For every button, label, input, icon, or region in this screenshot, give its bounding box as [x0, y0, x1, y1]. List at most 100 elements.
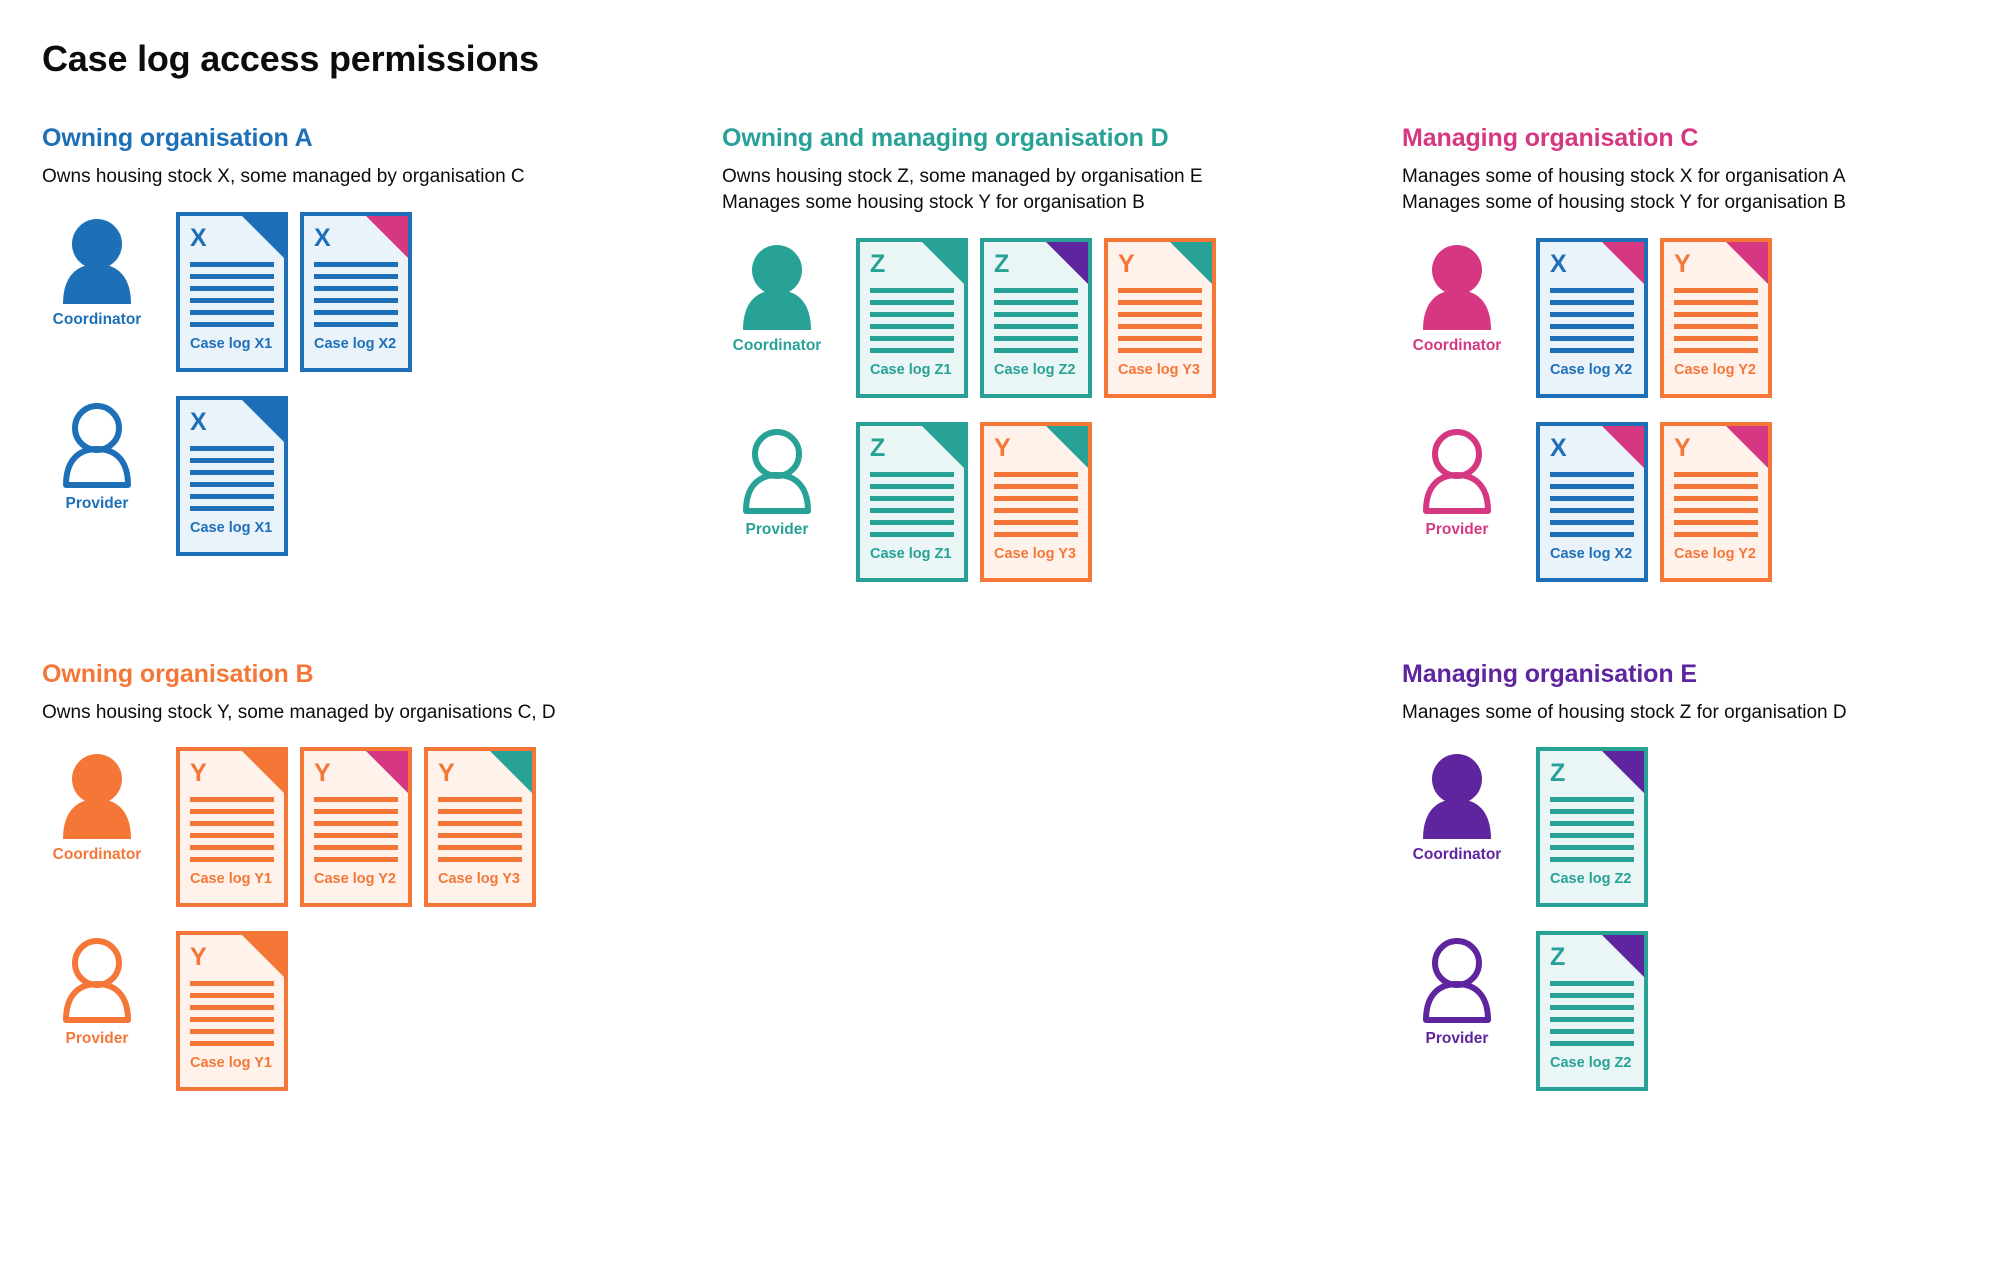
case-log-card[interactable]: Z Case log Z2 [1536, 931, 1648, 1092]
doc-line [1674, 495, 1758, 501]
doc-stock-letter: X [1550, 433, 1567, 462]
doc-line [1550, 981, 1634, 987]
doc-fold-icon [1726, 241, 1768, 284]
doc-line [190, 1041, 274, 1047]
case-log-card[interactable]: X Case log X2 [1536, 421, 1648, 582]
doc-line [1118, 299, 1202, 305]
case-log-card[interactable]: Y Case log Y1 [176, 931, 288, 1092]
doc-label: Case log Y3 [438, 871, 520, 888]
doc-line [190, 833, 274, 839]
doc-line [994, 483, 1078, 489]
doc-line [190, 993, 274, 999]
case-log-list: Z Case log Z1 Z Case log Z2 Y Case log Y3 [856, 237, 1216, 398]
doc-lines [1550, 797, 1634, 863]
doc-fold-icon [922, 241, 964, 284]
doc-line [438, 857, 522, 863]
doc-line [438, 797, 522, 803]
org-desc-line: Owns housing stock Y, some managed by or… [42, 701, 556, 723]
case-log-card[interactable]: Y Case log Y2 [300, 747, 412, 908]
case-log-card[interactable]: X Case log X2 [300, 211, 412, 372]
doc-line [314, 273, 398, 279]
doc-line [314, 833, 398, 839]
doc-line [438, 845, 522, 851]
org-desc-line: Manages some of housing stock X for orga… [1402, 166, 1846, 187]
case-log-list: X Case log X1 [176, 395, 288, 556]
doc-line [314, 857, 398, 863]
doc-lines [1674, 287, 1758, 353]
case-log-list: X Case log X2 Y Case log Y2 [1536, 237, 1772, 398]
coordinator-icon [1421, 753, 1493, 840]
doc-line [1118, 311, 1202, 317]
doc-lines [1674, 471, 1758, 537]
doc-line [190, 1017, 274, 1023]
doc-line [1118, 323, 1202, 329]
doc-fold-icon [1602, 751, 1644, 794]
person-coordinator: Coordinator [42, 747, 152, 864]
doc-line [190, 457, 274, 463]
doc-line [1550, 323, 1634, 329]
doc-line [314, 321, 398, 327]
case-log-card[interactable]: Y Case log Y3 [980, 421, 1092, 582]
doc-line [190, 445, 274, 451]
doc-lines [190, 981, 274, 1047]
case-log-card[interactable]: Z Case log Z2 [980, 237, 1092, 398]
doc-line [190, 505, 274, 511]
person-role-label: Coordinator [1412, 846, 1502, 864]
section-org-b: Owning organisation B Owns housing stock … [42, 660, 722, 1092]
doc-line [1550, 1005, 1634, 1011]
doc-stock-letter: Y [994, 433, 1011, 462]
doc-fold-icon [1602, 935, 1644, 978]
case-log-card[interactable]: Z Case log Z2 [1536, 747, 1648, 908]
doc-fold-icon [242, 399, 284, 442]
doc-line [1674, 311, 1758, 317]
case-log-card[interactable]: Y Case log Y2 [1660, 237, 1772, 398]
doc-stock-letter: X [1550, 249, 1567, 278]
case-log-card[interactable]: Y Case log Y1 [176, 747, 288, 908]
doc-stock-letter: Y [190, 759, 207, 788]
doc-line [190, 857, 274, 863]
doc-label: Case log Z2 [994, 361, 1076, 378]
doc-line [870, 495, 954, 501]
org-title: Owning organisation A [42, 124, 313, 152]
doc-stock-letter: Y [1118, 249, 1135, 278]
doc-line [870, 519, 954, 525]
case-log-card[interactable]: X Case log X1 [176, 395, 288, 556]
case-log-card[interactable]: X Case log X2 [1536, 237, 1648, 398]
doc-line [994, 335, 1078, 341]
case-log-card[interactable]: Y Case log Y3 [1104, 237, 1216, 398]
case-log-card[interactable]: Z Case log Z1 [856, 237, 968, 398]
doc-line [314, 821, 398, 827]
grid-spacer [722, 660, 1402, 1092]
doc-label: Case log Y3 [1118, 361, 1200, 378]
case-log-card[interactable]: Y Case log Y2 [1660, 421, 1772, 582]
org-desc-line: Manages some of housing stock Y for orga… [1402, 191, 1846, 213]
doc-line [190, 493, 274, 499]
person-provider: Provider [1402, 931, 1512, 1048]
case-log-card[interactable]: Y Case log Y3 [424, 747, 536, 908]
case-log-card[interactable]: Z Case log Z1 [856, 421, 968, 582]
doc-fold-icon [242, 935, 284, 978]
coordinator-icon [61, 753, 133, 840]
doc-stock-letter: Y [190, 943, 207, 972]
person-role-label: Coordinator [52, 310, 142, 328]
doc-line [190, 1005, 274, 1011]
role-row: Coordinator Z Case log Z2 [1402, 747, 1982, 908]
case-log-list: Z Case log Z2 [1536, 931, 1648, 1092]
doc-lines [190, 445, 274, 511]
case-log-list: Z Case log Z1 Y Case log Y3 [856, 421, 1092, 582]
doc-line [190, 981, 274, 987]
org-title: Owning organisation B [42, 659, 314, 688]
doc-line [870, 531, 954, 537]
person-coordinator: Coordinator [722, 238, 832, 355]
doc-line [1674, 335, 1758, 341]
doc-label: Case log X2 [314, 335, 397, 352]
doc-label: Case log Y2 [314, 871, 396, 888]
case-log-card[interactable]: X Case log X1 [176, 211, 288, 372]
doc-line [438, 809, 522, 815]
doc-line [190, 845, 274, 851]
doc-line [314, 845, 398, 851]
coordinator-icon [741, 244, 813, 330]
doc-lines [994, 287, 1078, 353]
person-provider: Provider [42, 396, 152, 513]
doc-line [190, 1029, 274, 1035]
